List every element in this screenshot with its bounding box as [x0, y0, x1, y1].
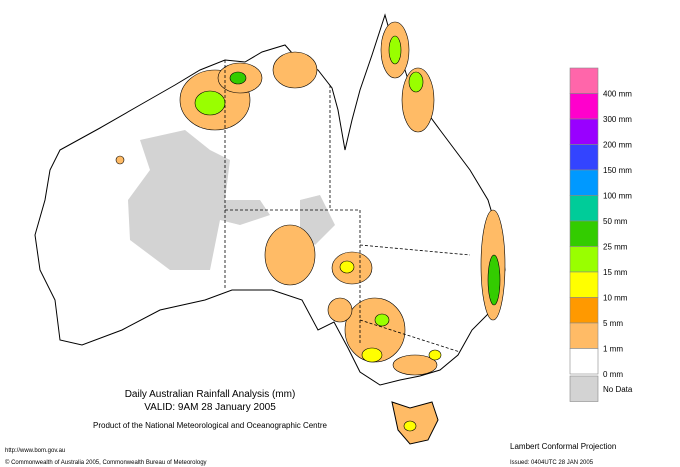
legend-label: 10 mm: [603, 294, 628, 303]
legend-swatch: [569, 322, 599, 349]
legend-swatch: [569, 195, 599, 222]
no-data-area: [128, 130, 270, 270]
legend-swatch: [569, 220, 599, 247]
legend-swatch: [569, 67, 599, 94]
no-data-area: [300, 195, 335, 245]
legend-label: 100 mm: [603, 192, 632, 201]
legend-label: 15 mm: [603, 268, 628, 277]
legend-swatch: [569, 375, 599, 402]
legend-swatch: [569, 246, 599, 273]
copyright: © Commonwealth of Australia 2005, Common…: [5, 459, 207, 466]
valid-time: VALID: 9AM 28 January 2005: [144, 402, 276, 413]
state-borders: [224, 60, 471, 353]
website: http://www.bom.gov.au: [5, 448, 65, 454]
legend-label: 300 mm: [603, 115, 632, 124]
legend-label: 150 mm: [603, 166, 632, 175]
product-note: Product of the National Meteorological a…: [93, 421, 327, 430]
legend-label: 50 mm: [603, 217, 628, 226]
rain-area: [403, 420, 417, 432]
legend-swatch: [569, 271, 599, 298]
legend-label: 5 mm: [603, 319, 623, 328]
projection: Lambert Conformal Projection: [510, 442, 616, 451]
legend-swatch: [569, 348, 599, 375]
map-title: Daily Australian Rainfall Analysis (mm): [125, 389, 296, 400]
issued: Issued: 0404UTC 28 JAN 2005: [510, 460, 594, 466]
rain-areas: [115, 21, 506, 376]
legend-label: 0 mm: [603, 370, 623, 379]
legend-label: No Data: [603, 385, 633, 394]
legend-swatch: [569, 169, 599, 196]
legend-label: 200 mm: [603, 141, 632, 150]
legend-swatch: [569, 93, 599, 120]
legend-label: 1 mm: [603, 345, 623, 354]
legend-swatch: [569, 144, 599, 171]
legend-label: 400 mm: [603, 90, 632, 99]
legend-swatch: [569, 118, 599, 145]
legend: 400 mm 300 mm 200 mm 150 mm 100 mm 50 mm 25 mm…: [569, 67, 633, 402]
legend-label: 25 mm: [603, 243, 628, 252]
legend-swatch: [569, 297, 599, 324]
